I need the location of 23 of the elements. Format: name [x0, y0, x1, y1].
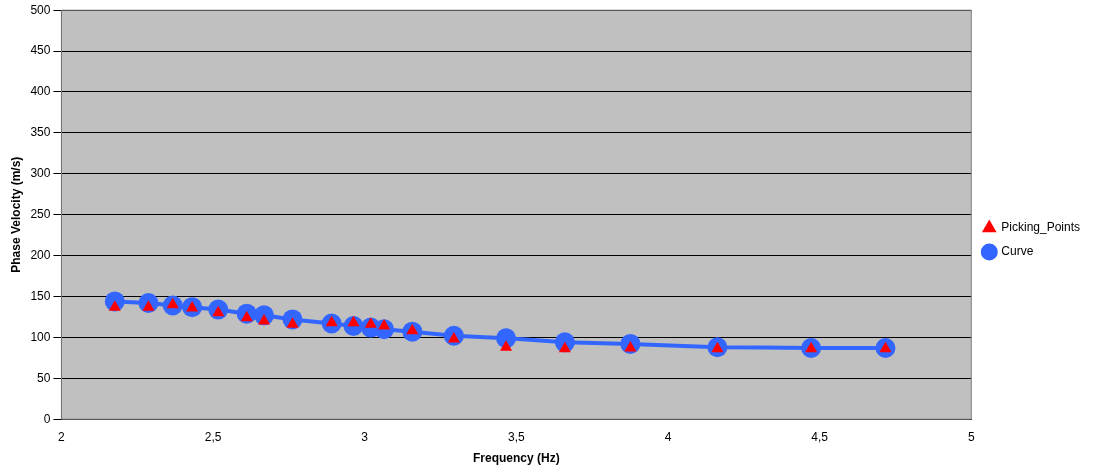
y-tick-label: 50 — [37, 370, 51, 385]
x-tick-label: 3 — [361, 429, 369, 444]
y-tick-label: 150 — [30, 288, 51, 303]
x-tick-label: 2,5 — [204, 429, 222, 444]
y-tick-label: 350 — [30, 125, 51, 140]
y-tick-label: 100 — [30, 329, 51, 344]
x-tick-label: 4,5 — [811, 429, 829, 444]
y-tick-label: 400 — [30, 84, 51, 99]
legend-label: Curve — [1001, 244, 1034, 259]
y-axis-title: Phase Velocity (m/s) — [8, 156, 23, 273]
x-tick-label: 3,5 — [508, 429, 526, 444]
x-tick-label: 5 — [967, 429, 975, 444]
y-tick-label: 250 — [30, 207, 51, 222]
x-tick-label: 2 — [58, 429, 66, 444]
legend-label: Picking_Points — [1001, 220, 1081, 235]
y-tick-label: 200 — [30, 247, 51, 262]
y-tick-label: 300 — [30, 166, 51, 181]
x-axis-title: Frequency (Hz) — [473, 451, 560, 466]
y-tick-label: 450 — [30, 43, 51, 58]
y-tick-label: 500 — [30, 2, 51, 17]
point — [499, 340, 513, 351]
y-tick-label: 0 — [43, 411, 51, 426]
x-tick-label: 4 — [664, 429, 672, 444]
